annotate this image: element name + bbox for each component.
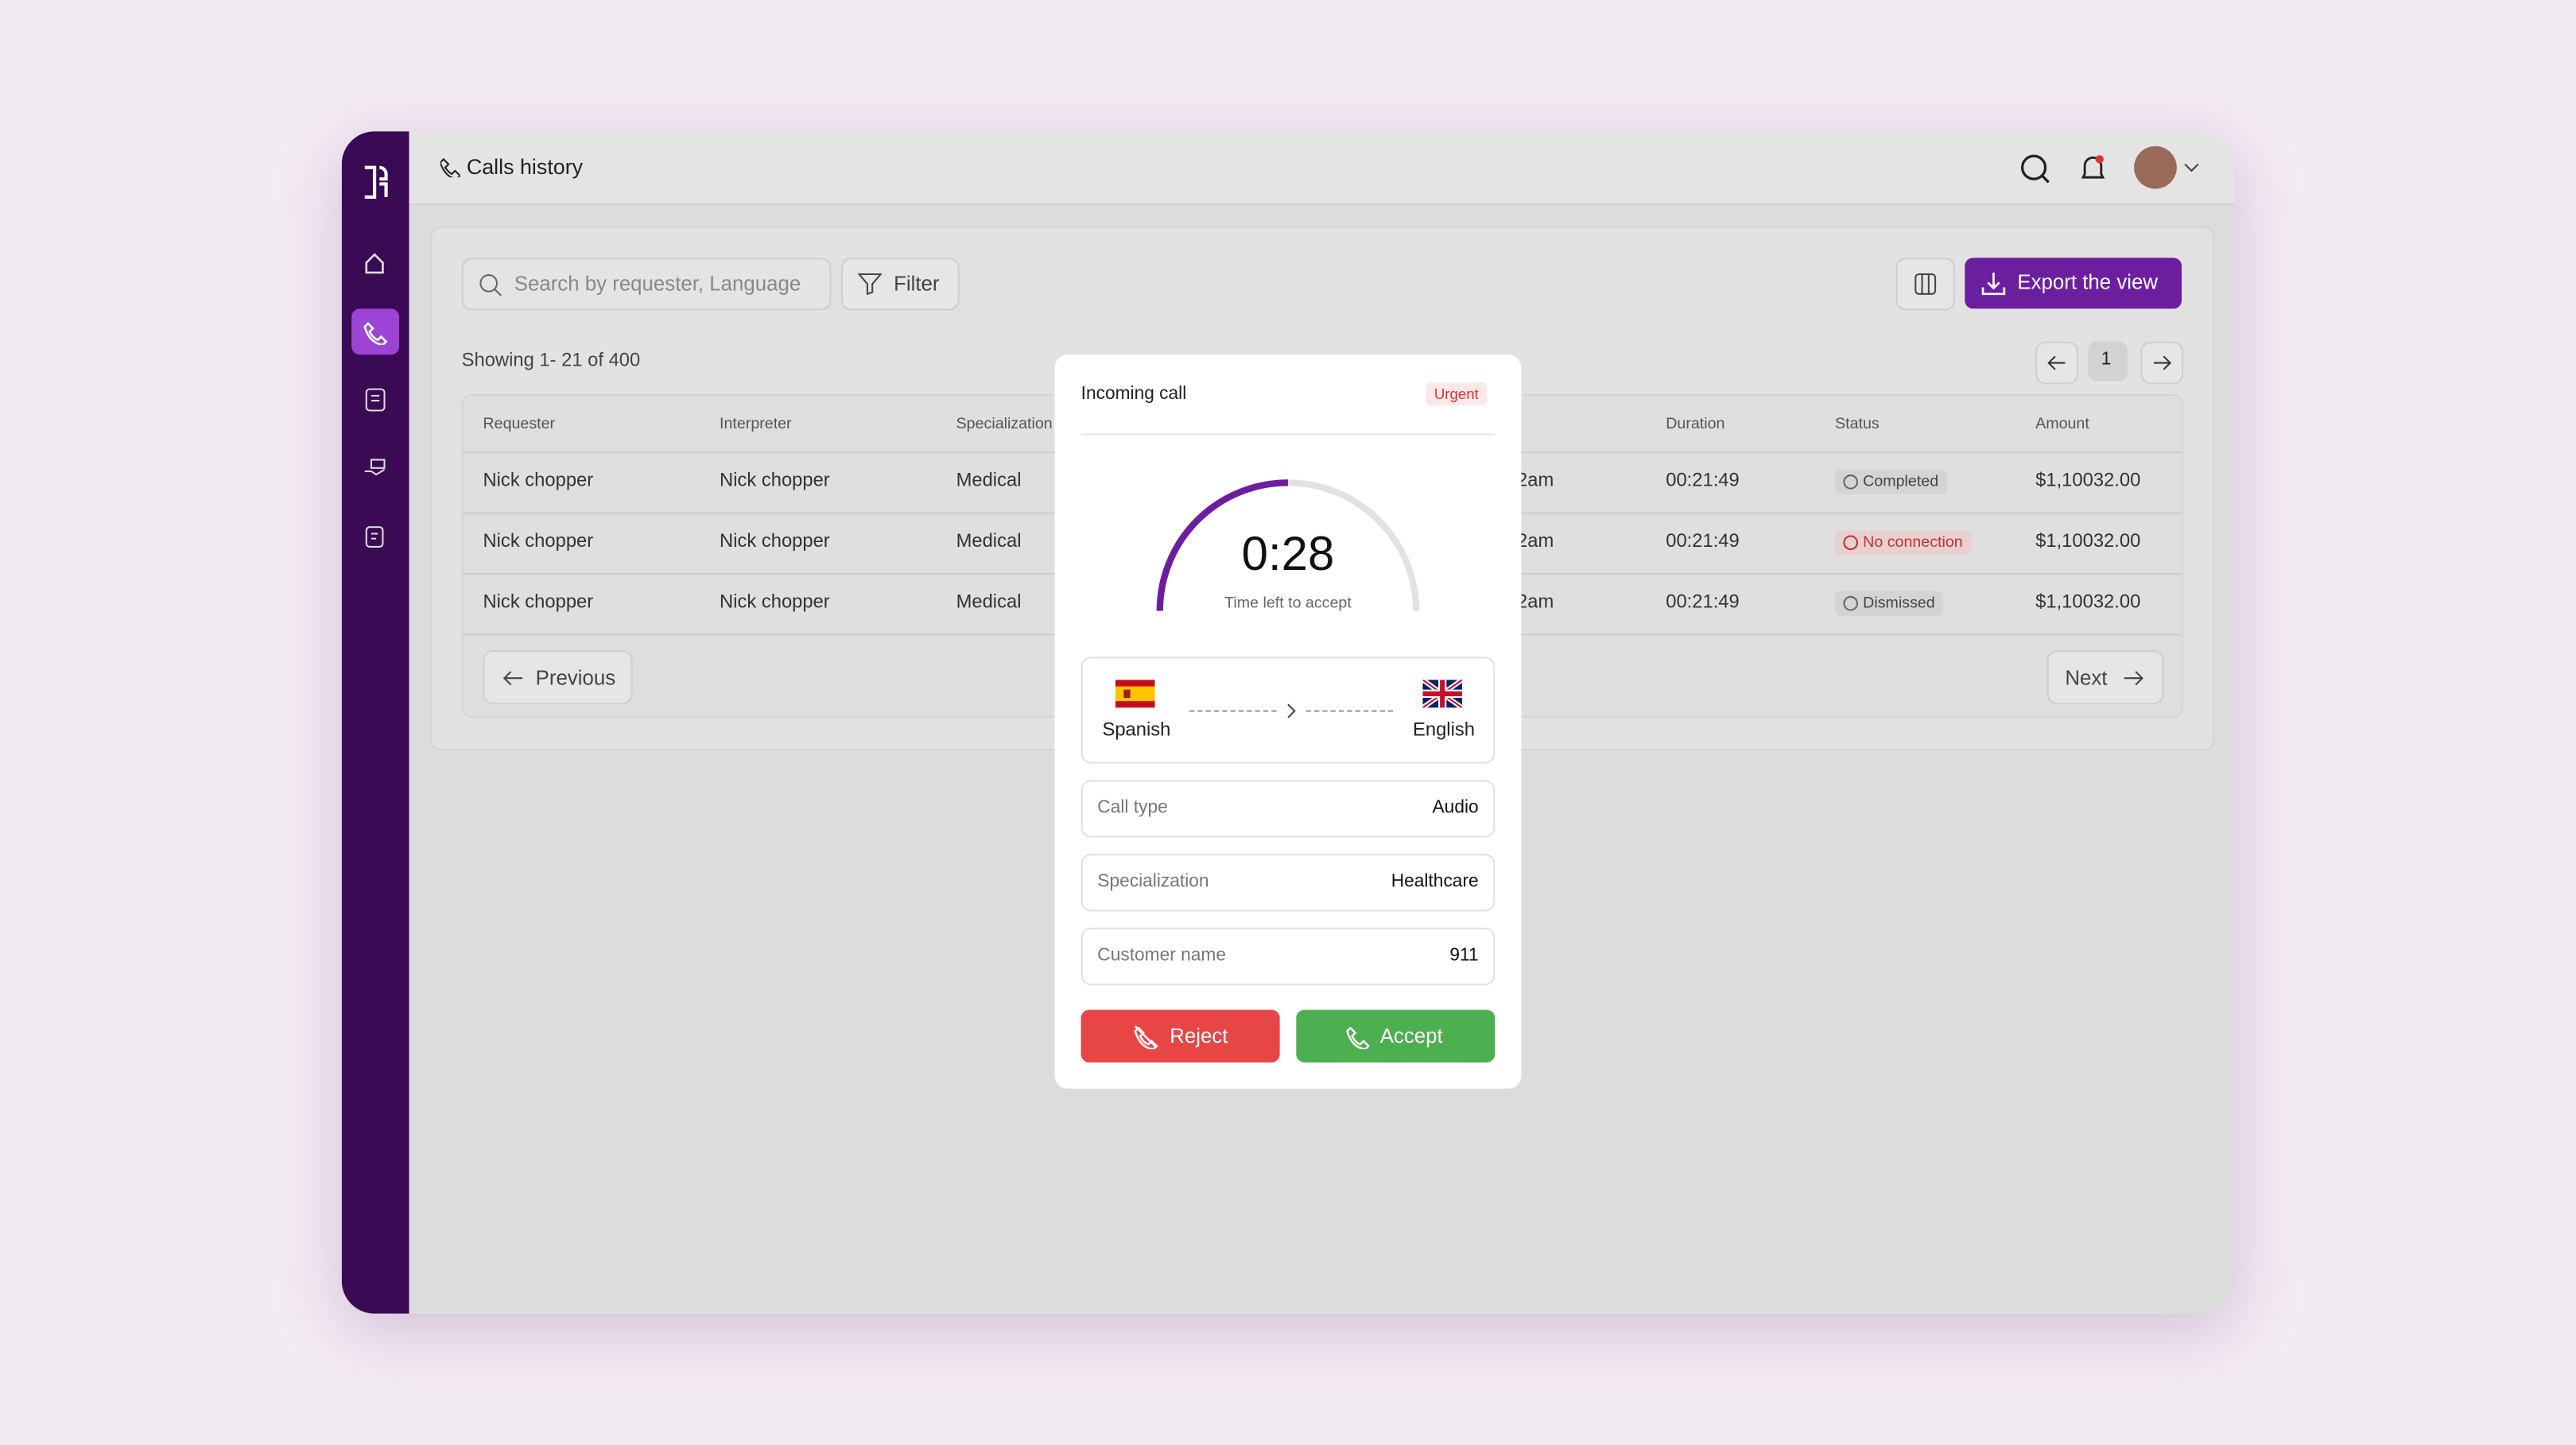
column-header: Specialization [956, 415, 1053, 434]
table-cell: Nick chopper [720, 471, 830, 491]
reject-button[interactable]: Reject [1080, 1009, 1280, 1063]
reject-icon [1134, 1025, 1158, 1050]
calls-nav-active[interactable] [351, 308, 400, 355]
search-icon [479, 274, 502, 296]
avatar-dropdown[interactable] [2183, 161, 2200, 174]
download-icon [1981, 272, 2006, 296]
phone-icon [440, 157, 460, 178]
search-button[interactable] [2019, 153, 2051, 185]
detail-label: Customer name [1097, 945, 1227, 966]
notifications-button[interactable] [2078, 153, 2108, 182]
language-pair: Spanish English [1080, 657, 1496, 764]
modal-title: Incoming call [1080, 384, 1187, 405]
arrow-right [2153, 355, 2172, 370]
table-cell: 00:21:49 [1666, 592, 1740, 613]
direction-arrow [1189, 703, 1394, 719]
table-cell: $1,10032.00 [2035, 532, 2141, 552]
export-label: Export the view [2017, 270, 2159, 294]
status-badge: Dismissed [1835, 591, 1944, 616]
detail-row: Call type Audio [1080, 780, 1496, 838]
filter-button[interactable]: Filter [840, 258, 960, 311]
column-header: Duration [1666, 415, 1725, 434]
from-language: Spanish [1102, 720, 1171, 741]
status-icon [1843, 535, 1858, 551]
reject-label: Reject [1170, 1025, 1228, 1048]
phone-icon [363, 322, 388, 345]
filter-label: Filter [894, 272, 940, 296]
arrow-left [502, 671, 523, 686]
table-cell: Medical [956, 532, 1022, 552]
accept-button[interactable]: Accept [1296, 1009, 1496, 1063]
export-button[interactable]: Export the view [1965, 258, 2182, 309]
previous-button[interactable]: Previous [483, 650, 633, 705]
filter-icon [857, 273, 883, 296]
top-bar: Calls history [409, 131, 2235, 206]
divider [1080, 433, 1496, 436]
clipboard-icon[interactable] [363, 524, 388, 548]
detail-label: Specialization [1097, 871, 1209, 892]
detail-row: Customer name 911 [1080, 928, 1496, 986]
sidebar [341, 131, 409, 1314]
urgent-badge: Urgent [1426, 382, 1488, 406]
accept-icon [1345, 1026, 1370, 1050]
status-icon [1843, 595, 1858, 611]
spain-flag [1115, 680, 1155, 708]
column-header: Status [1835, 415, 1880, 434]
detail-value: Healthcare [1391, 871, 1479, 892]
page-number-label: 1 [2101, 350, 2112, 370]
status-badge: Completed [1835, 469, 1947, 494]
table-cell: Nick chopper [483, 592, 594, 613]
prev-page-button[interactable] [2035, 341, 2078, 385]
table-cell: $1,10032.00 [2035, 592, 2141, 613]
column-header: Interpreter [720, 415, 792, 434]
search-placeholder: Search by requester, Language [514, 272, 801, 296]
columns-icon [1915, 273, 1937, 295]
showing-count: Showing 1- 21 of 400 [461, 351, 641, 371]
detail-value: Audio [1432, 798, 1479, 818]
table-cell: $1,10032.00 [2035, 471, 2141, 491]
status-badge: No connection [1835, 530, 1972, 556]
previous-label: Previous [535, 666, 616, 690]
status-icon [1843, 475, 1858, 490]
page-number[interactable]: 1 [2088, 341, 2128, 382]
to-language: English [1413, 720, 1475, 741]
detail-label: Call type [1097, 798, 1168, 818]
table-cell: Medical [956, 471, 1022, 491]
table-cell: Nick chopper [483, 471, 594, 491]
timer: 0:28 [1241, 529, 1335, 582]
arrow-left [2047, 355, 2066, 370]
next-label: Next [2065, 666, 2108, 690]
detail-row: Specialization Healthcare [1080, 854, 1496, 912]
arrow-right [2124, 671, 2143, 686]
column-header: Requester [483, 415, 556, 434]
table-cell: Nick chopper [720, 532, 830, 552]
detail-value: 911 [1449, 945, 1479, 966]
table-cell: Nick chopper [720, 592, 830, 613]
accept-label: Accept [1379, 1025, 1443, 1048]
home-icon[interactable] [363, 251, 386, 274]
page-title: Calls history [466, 154, 584, 180]
incoming-call-modal: Incoming call Urgent 0:28 Time left to a… [1054, 354, 1522, 1089]
columns-button[interactable] [1895, 258, 1955, 311]
table-cell: Nick chopper [483, 532, 594, 552]
table-cell: 00:21:49 [1666, 471, 1740, 491]
column-header: Amount [2035, 415, 2089, 434]
next-button[interactable]: Next [2046, 650, 2164, 705]
avatar[interactable] [2134, 145, 2177, 189]
timer-arc [1156, 479, 1420, 611]
next-page-button[interactable] [2140, 341, 2184, 385]
payment-icon[interactable] [362, 455, 388, 479]
uk-flag [1422, 680, 1463, 708]
timer-caption: Time left to accept [1224, 594, 1352, 613]
document-icon[interactable] [365, 388, 386, 413]
search-input[interactable]: Search by requester, Language [461, 258, 832, 311]
table-cell: Medical [956, 592, 1022, 613]
table-cell: 00:21:49 [1666, 532, 1740, 552]
logo [364, 165, 388, 199]
